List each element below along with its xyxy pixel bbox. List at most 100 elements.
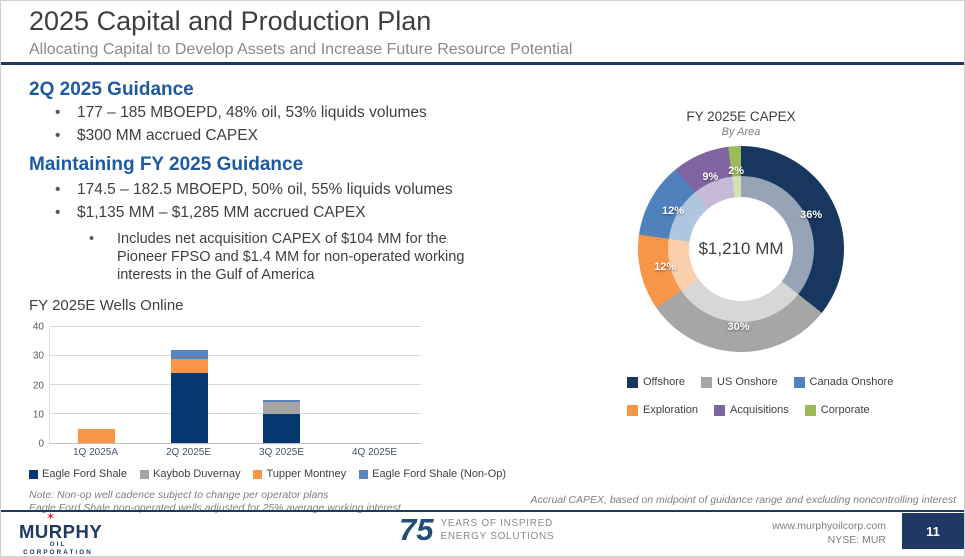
y-axis-tick: 30 (32, 350, 44, 362)
capex-chart-subtitle: By Area (721, 126, 761, 138)
capex-chart-block: FY 2025E CAPEX By Area $1,210 MM 36% 30% 1… (586, 109, 896, 416)
legend-label: US Onshore (717, 376, 778, 388)
legend-swatch (714, 404, 726, 416)
bar-slot (50, 327, 143, 443)
x-axis-label: 1Q 2025A (72, 447, 119, 458)
legend-label: Offshore (643, 376, 685, 388)
fy-guidance-sub-bullets: Includes net acquisition CAPEX of $104 M… (85, 230, 493, 284)
capex-total-label: $1,210 MM (698, 239, 784, 258)
bar-slot (328, 327, 421, 443)
legend-label: Canada Onshore (809, 376, 894, 388)
q2-guidance-heading: 2Q 2025 Guidance (29, 79, 194, 100)
legend-swatch (793, 376, 805, 388)
fy-guidance-heading: Maintaining FY 2025 Guidance (29, 154, 304, 175)
legend-item: Exploration (627, 404, 698, 416)
legend-label: Corporate (820, 404, 870, 416)
page-subtitle: Allocating Capital to Develop Assets and… (29, 41, 573, 58)
legend-label: Exploration (643, 404, 699, 416)
anniversary-number: 75 (399, 512, 434, 547)
ticker-text: NYSE: MUR (827, 534, 886, 546)
legend-item: Offshore (627, 376, 685, 388)
x-axis-label: 2Q 2025E (165, 447, 212, 458)
bullet-item: $1,135 MM – $1,285 MM accrued CAPEX (47, 201, 517, 224)
legend-item: Acquisitions (714, 404, 789, 416)
legend-label: Eagle Ford Shale (42, 468, 127, 480)
bar-slot (236, 327, 329, 443)
capex-legend-row-1: Offshore US Onshore Canada Onshore (627, 376, 896, 388)
anniversary-logo: 75 YEARS OF INSPIRED ENERGY SOLUTIONS (399, 514, 554, 545)
footer-divider (1, 510, 964, 512)
capex-donut-center: $1,210 MM (689, 197, 793, 301)
capex-chart-title: FY 2025E CAPEX (686, 109, 796, 124)
legend-swatch (359, 469, 369, 479)
page-number-badge: 11 (902, 513, 964, 549)
sub-bullet-item: Includes net acquisition CAPEX of $104 M… (85, 230, 493, 284)
legend-swatch (701, 376, 712, 388)
murphy-logo: ✶ MURPHY OIL CORPORATION (19, 511, 103, 557)
y-axis-tick: 40 (32, 321, 44, 333)
bar-segment (263, 399, 301, 403)
legend-swatch (627, 404, 638, 416)
bullet-item: 177 – 185 MBOEPD, 48% oil, 53% liquids v… (47, 101, 517, 124)
legend-swatch (627, 376, 638, 388)
wells-online-chart: 0 10 20 30 40 1Q 2025A 2Q 2025E 3Q 2025E 4Q 202… (29, 322, 506, 515)
murphy-logo-name: MURPHY (19, 521, 103, 542)
bar-segment (170, 358, 208, 374)
legend-item: Eagle Ford Shale (Non-Op) (359, 468, 506, 480)
fy-guidance-bullets: 174.5 – 182.5 MBOEPD, 50% oil, 55% liqui… (47, 178, 517, 224)
y-axis-tick: 0 (38, 438, 44, 450)
legend-item: Eagle Ford Shale (29, 468, 127, 480)
title-divider (1, 62, 964, 65)
donut-slice-label: 9% (702, 171, 719, 184)
bar-chart-legend: Eagle Ford Shale Kaybob Duvernay Tupper Mo… (29, 468, 506, 480)
gridline (50, 355, 421, 356)
bar-chart-y-axis: 0 10 20 30 40 (29, 322, 49, 450)
bullet-item: $300 MM accrued CAPEX (47, 124, 517, 147)
bar-segment (170, 373, 208, 443)
donut-slice-label: 30% (727, 320, 750, 333)
star-icon: ✶ (46, 511, 56, 523)
capex-footnote: Accrual CAPEX, based on midpoint of guid… (530, 494, 956, 506)
bar-slot (143, 327, 236, 443)
q2-guidance-bullets: 177 – 185 MBOEPD, 48% oil, 53% liquids v… (47, 101, 517, 147)
donut-slice-label: 2% (728, 165, 745, 178)
anniversary-line2: ENERGY SOLUTIONS (440, 530, 555, 542)
legend-item: Kaybob Duvernay (140, 468, 240, 480)
page-title: 2025 Capital and Production Plan (29, 6, 432, 36)
bar-chart-plot (49, 326, 421, 444)
anniversary-line1: YEARS OF INSPIRED (440, 517, 553, 529)
bar-segment (263, 402, 301, 414)
x-axis-label: 4Q 2025E (351, 447, 398, 458)
donut-slice-label: 12% (654, 261, 677, 274)
y-axis-tick: 20 (32, 380, 44, 391)
legend-label: Eagle Ford Shale (Non-Op) (372, 468, 507, 480)
capex-legend-row-2: Exploration Acquisitions Corporate (627, 404, 896, 416)
capex-donut: $1,210 MM 36% 30% 12% 12% 9% 2% (638, 146, 844, 352)
note-line: Note: Non-op well cadence subject to cha… (29, 489, 329, 501)
legend-label: Kaybob Duvernay (153, 468, 241, 480)
legend-item: Tupper Montney (253, 468, 346, 480)
bar-segment (263, 414, 301, 443)
wells-chart-title: FY 2025E Wells Online (29, 297, 184, 314)
legend-label: Acquisitions (730, 404, 789, 416)
legend-item: Corporate (804, 404, 870, 416)
murphy-logo-subtext: OIL CORPORATION (23, 541, 93, 556)
legend-swatch (804, 404, 816, 416)
bar-segment (77, 428, 115, 443)
legend-swatch (253, 469, 263, 479)
legend-swatch (140, 469, 149, 479)
legend-swatch (29, 469, 38, 479)
gridline (50, 413, 421, 414)
footer-contact: www.murphyoilcorp.com NYSE: MUR (772, 519, 886, 547)
bullet-item: 174.5 – 182.5 MBOEPD, 50% oil, 55% liqui… (47, 178, 517, 201)
gridline (50, 384, 421, 385)
legend-item: Canada Onshore (793, 376, 894, 388)
page-number: 11 (926, 523, 940, 539)
bar-chart-x-labels: 1Q 2025A 2Q 2025E 3Q 2025E 4Q 2025E (49, 447, 421, 458)
donut-slice-label: 36% (800, 209, 823, 221)
legend-item: US Onshore (701, 376, 778, 388)
gridline (50, 326, 421, 327)
legend-label: Tupper Montney (266, 468, 347, 480)
donut-slice-label: 12% (662, 204, 685, 217)
